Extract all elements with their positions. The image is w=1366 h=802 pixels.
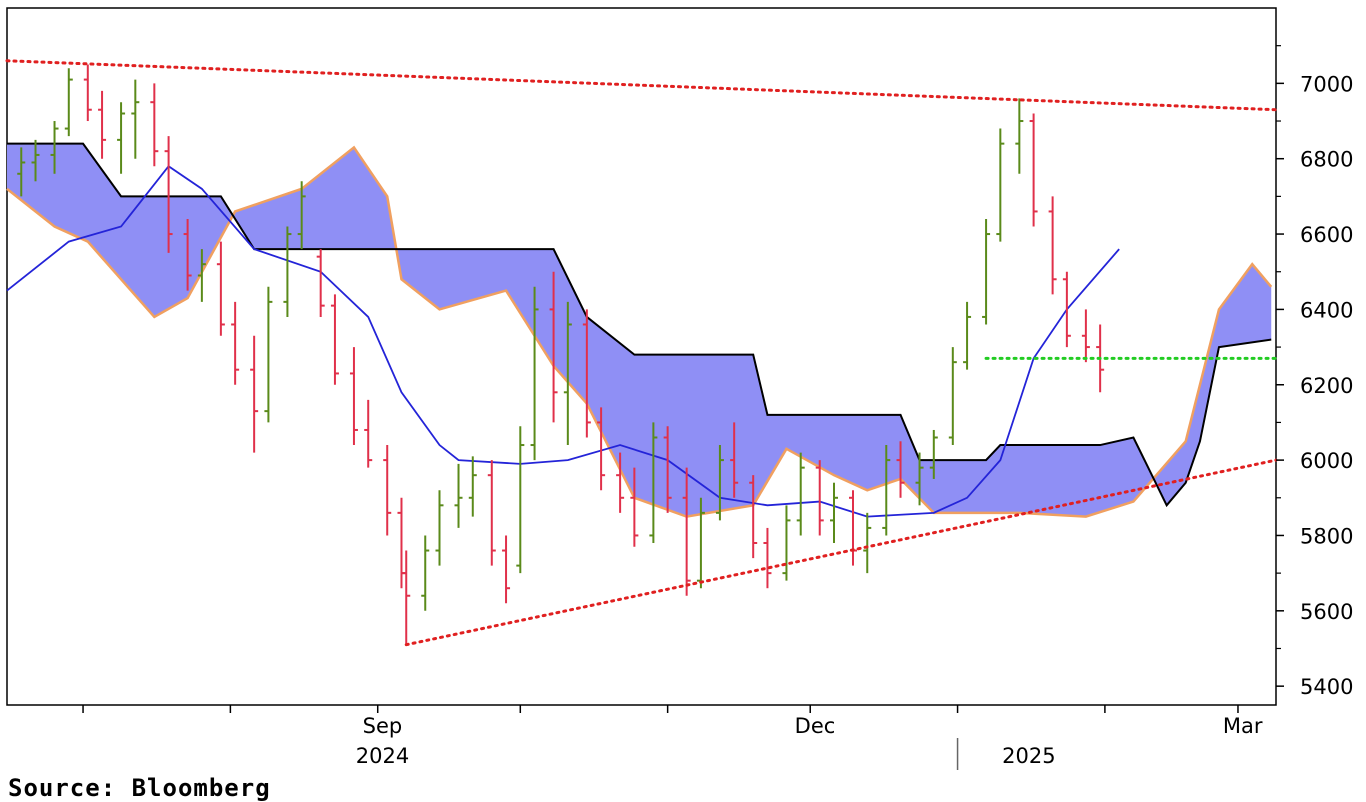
ohlc-bar — [421, 535, 430, 611]
ohlc-bar — [183, 218, 192, 291]
ohlc-bar — [597, 407, 606, 491]
ohlc-bar — [749, 475, 758, 559]
ohlc-bar — [349, 347, 358, 446]
trendlines — [5, 59, 1278, 647]
y-tick-label: 5800 — [1300, 524, 1353, 548]
y-tick-label: 7000 — [1300, 72, 1353, 96]
x-axis: Sep Dec Mar 2024 2025 — [82, 705, 1263, 770]
ohlc-bar — [31, 139, 40, 182]
ohlc-bar — [763, 527, 772, 589]
ohlc-bar — [1062, 271, 1071, 348]
ohlc-bar — [435, 490, 444, 566]
ohlc-bar — [682, 467, 691, 596]
ohlc-bar — [563, 301, 572, 446]
conversion-line — [6, 165, 1120, 518]
ohlc-bar — [630, 467, 639, 547]
x-year-label: 2025 — [1002, 744, 1055, 768]
ohlc-bar — [829, 482, 838, 543]
ohlc-bar — [915, 452, 924, 506]
ohlc-bar — [549, 271, 558, 423]
ohlc-bar — [468, 456, 477, 517]
ohlc-bar — [98, 90, 107, 159]
y-tick-label: 6200 — [1300, 374, 1353, 398]
ohlc-bar — [297, 181, 306, 250]
ohlc-bar — [796, 452, 805, 536]
y-tick-label: 5600 — [1300, 600, 1353, 624]
ohlc-bar — [402, 550, 411, 645]
ohlc-bar — [815, 460, 824, 536]
ohlc-bar — [330, 294, 339, 385]
indicator-lines — [6, 165, 1120, 518]
ohlc-bar — [117, 102, 126, 174]
y-tick-label: 6800 — [1300, 148, 1353, 172]
ohlc-bar — [64, 68, 73, 137]
ohlc-bar — [582, 309, 591, 438]
ohlc-bar — [131, 79, 140, 159]
x-month-label: Sep — [363, 714, 403, 738]
ohlc-bar — [383, 445, 392, 536]
ohlc-bar — [982, 218, 991, 325]
cloud-fill — [7, 143, 1272, 517]
ohlc-bar — [616, 452, 625, 513]
y-tick-label: 6600 — [1300, 223, 1353, 247]
ohlc-bar — [487, 460, 496, 566]
ohlc-bar — [216, 241, 225, 336]
x-month-label: Dec — [795, 714, 836, 738]
ohlc-bar — [730, 422, 739, 498]
ohlc-bar — [1015, 98, 1024, 174]
ohlc-bar — [963, 301, 972, 370]
ohlc-bar — [530, 286, 539, 461]
y-tick-label: 6400 — [1300, 298, 1353, 322]
ohlc-bar — [1081, 309, 1090, 363]
ohlc-bar — [197, 249, 206, 302]
ohlc-bar — [502, 535, 511, 604]
ohlc-bar — [996, 128, 1005, 242]
ohlc-bar — [231, 301, 240, 385]
x-year-label: 2024 — [356, 744, 409, 768]
ohlc-bar — [663, 426, 672, 513]
ohlc-bar — [649, 422, 658, 543]
ohlc-bar — [50, 121, 59, 174]
ohlc-bar — [929, 429, 938, 479]
price-bars — [17, 64, 1105, 645]
trendline — [404, 458, 1278, 647]
trendline — [5, 59, 1278, 112]
ohlc-bar — [150, 83, 159, 167]
ohlc-bar — [863, 512, 872, 574]
y-tick-label: 6000 — [1300, 449, 1353, 473]
ohlc-bar — [715, 445, 724, 521]
ohlc-bar — [83, 64, 92, 122]
ohlc-bar — [948, 347, 957, 446]
ohlc-bar — [283, 226, 292, 317]
ohlc-bar — [264, 286, 273, 423]
source-label: Source: Bloomberg — [8, 774, 271, 802]
y-axis: 5400 5600 5800 6000 6200 6400 6600 6800 7000 — [1276, 45, 1353, 699]
ohlc-bar — [250, 335, 259, 453]
ohlc-bar — [782, 505, 791, 581]
span-a-line — [7, 142, 1272, 508]
ohlc-bar — [454, 463, 463, 528]
ohlc-bar — [882, 445, 891, 536]
ohlc-bar — [364, 399, 373, 468]
ohlc-bar — [316, 249, 325, 317]
y-tick-label: 5400 — [1300, 675, 1353, 699]
ohlc-bar — [696, 497, 705, 589]
x-month-label: Mar — [1223, 714, 1263, 738]
ohlc-bar — [1048, 196, 1057, 295]
ohlc-bar — [1029, 113, 1038, 227]
ohlc-bar — [516, 426, 525, 574]
ohlc-bar — [164, 136, 173, 253]
ohlc-bar — [896, 441, 905, 498]
ohlc-bar — [17, 147, 26, 197]
